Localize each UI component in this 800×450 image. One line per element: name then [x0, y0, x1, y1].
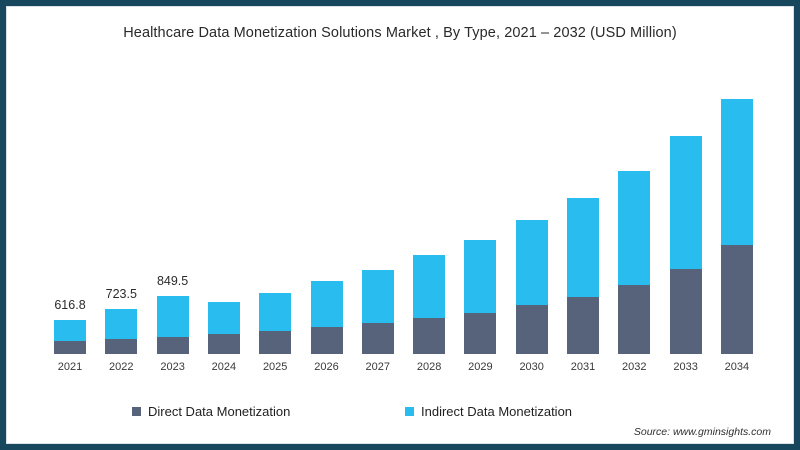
bar-segment-indirect [54, 320, 86, 341]
bar-column [105, 309, 138, 354]
bar-segment-indirect [156, 296, 189, 337]
chart-card: Healthcare Data Monetization Solutions M… [6, 6, 794, 444]
chart-title: Healthcare Data Monetization Solutions M… [123, 25, 677, 41]
bar-value-label: 723.5 [105, 287, 137, 301]
bar-segment-direct [259, 331, 292, 354]
x-axis-tick-label: 2023 [160, 361, 185, 373]
bar-column [156, 296, 189, 354]
x-axis-tick-label: 2031 [570, 361, 596, 373]
bar-segment-indirect [310, 281, 343, 327]
bar-segment-indirect [413, 255, 446, 318]
bar-segment-direct [207, 334, 240, 354]
bar-segment-indirect [515, 220, 548, 305]
x-axis-tick-label: 2024 [211, 361, 237, 373]
bar-segment-indirect [567, 198, 599, 297]
x-axis-tick-label: 2027 [365, 361, 391, 373]
legend-label: Direct Data Monetization [148, 403, 291, 419]
bar-column [669, 136, 702, 354]
x-axis-tick-label: 2033 [673, 361, 698, 373]
legend-item-direct[interactable]: Direct Data Monetization [132, 400, 290, 422]
bar-segment-direct [464, 313, 497, 354]
legend-swatch-icon [132, 406, 141, 416]
plot-area: 616.8 2021 723.5 2022 849.5 2023 2024 2025 2026 2… [7, 7, 793, 443]
x-axis-tick-label: 2032 [622, 361, 647, 373]
bar-segment-direct [156, 337, 189, 354]
bar-column [618, 171, 651, 354]
x-axis-tick-label: 2026 [314, 361, 339, 373]
bar-column [413, 255, 446, 354]
bar-segment-direct [413, 318, 446, 354]
x-axis-tick-label: 2034 [724, 361, 750, 373]
bar-value-label: 849.5 [156, 274, 189, 288]
bar-segment-indirect [259, 293, 292, 331]
bar-column [720, 99, 753, 354]
bar-column [464, 240, 497, 354]
bar-segment-indirect [618, 171, 651, 285]
bar-column [361, 270, 394, 354]
x-axis-tick-label: 2022 [109, 361, 134, 373]
bar-segment-direct [669, 269, 702, 354]
x-axis-tick-label: 2030 [519, 361, 544, 373]
x-axis-tick-label: 2029 [468, 361, 493, 373]
bar-segment-indirect [669, 136, 702, 269]
legend-label: Indirect Data Monetization [421, 403, 573, 419]
bar-column [515, 220, 548, 354]
bar-segment-direct [310, 327, 343, 354]
x-axis-tick-label: 2028 [416, 361, 442, 373]
bar-column [567, 198, 599, 354]
bar-column [207, 302, 240, 354]
bar-segment-direct [618, 285, 651, 354]
x-axis-tick-label: 2025 [262, 361, 288, 373]
bar-column [54, 320, 86, 354]
bar-segment-direct [54, 341, 86, 354]
bar-segment-indirect [207, 302, 240, 334]
bar-segment-direct [567, 297, 599, 354]
bar-column [310, 281, 343, 354]
bar-column [259, 293, 292, 354]
bar-segment-indirect [105, 309, 138, 339]
bar-segment-direct [361, 323, 394, 354]
source-attribution: Source: www.gminsights.com [633, 426, 771, 438]
bar-value-label: 616.8 [54, 298, 86, 312]
bar-segment-indirect [464, 240, 497, 313]
bar-segment-direct [720, 245, 753, 354]
legend-swatch-icon [405, 406, 414, 416]
bar-segment-direct [105, 339, 138, 354]
legend-item-indirect[interactable]: Indirect Data Monetization [405, 400, 572, 422]
x-axis-tick-label: 2021 [57, 361, 83, 373]
chart-legend: Direct Data Monetization Indirect Data Mo… [7, 400, 793, 422]
bar-segment-indirect [361, 270, 394, 323]
bar-segment-indirect [720, 99, 753, 245]
bar-segment-direct [515, 305, 548, 354]
